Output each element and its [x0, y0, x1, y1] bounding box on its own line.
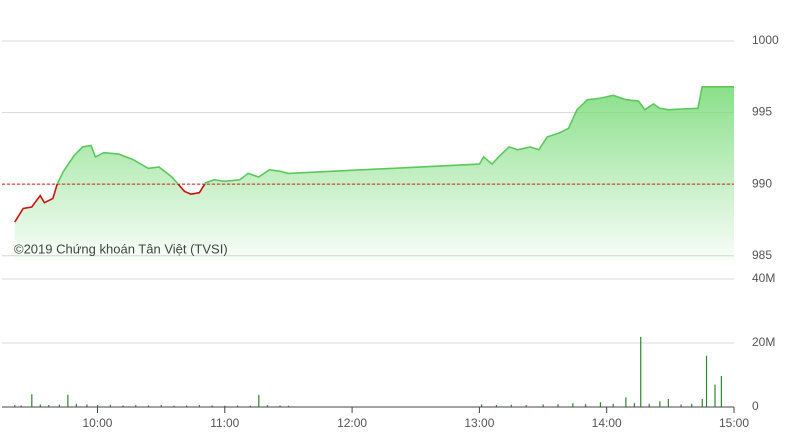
- volume-bar: [211, 405, 213, 407]
- volume-bar: [58, 404, 60, 407]
- copyright: ©2019 Chứng khoán Tân Việt (TVSI): [14, 241, 228, 256]
- volume-bar: [705, 355, 708, 407]
- volume-bar: [557, 404, 559, 407]
- volume-bar: [14, 405, 16, 407]
- volume-bar: [86, 404, 88, 407]
- volume-bar: [599, 402, 602, 407]
- volume-bar: [249, 405, 251, 407]
- volume-bar: [584, 404, 587, 407]
- x-tick-label: 12:00: [337, 416, 367, 430]
- x-tick-label: 14:00: [592, 416, 622, 430]
- x-tick-label: 10:00: [82, 416, 112, 430]
- volume-bar: [67, 394, 69, 407]
- volume-bar: [279, 405, 281, 407]
- volume-bar: [198, 405, 201, 407]
- volume-bar: [701, 399, 703, 407]
- volume-bar: [147, 405, 150, 407]
- volume-bar: [287, 405, 290, 407]
- x-tick-label: 15:00: [719, 416, 749, 430]
- y-tick-label: 40M: [752, 271, 775, 285]
- volume-bar: [659, 401, 661, 407]
- volume-bar: [109, 404, 111, 407]
- volume-bar: [510, 404, 512, 407]
- volume-bar: [39, 404, 41, 407]
- volume-bar: [691, 403, 693, 407]
- volume-bar: [266, 405, 268, 407]
- price-area: [14, 86, 735, 260]
- volume-bar: [237, 405, 239, 407]
- volume-bar: [96, 405, 99, 407]
- x-tick-label: 11:00: [210, 416, 239, 430]
- y-tick-label: 990: [752, 176, 772, 190]
- y-tick-label: 1000: [752, 33, 779, 47]
- volume-bar: [186, 405, 188, 407]
- volume-bar: [633, 403, 635, 407]
- volume-bar: [258, 394, 260, 407]
- volume-bar: [173, 405, 175, 407]
- y-tick-label: 995: [752, 105, 772, 119]
- volume-bar: [612, 403, 614, 407]
- volume-bar: [542, 404, 544, 407]
- volume-bar: [714, 384, 716, 407]
- volume-bar: [20, 405, 22, 407]
- volume-bar: [495, 405, 498, 407]
- volume-bar: [224, 405, 226, 407]
- volume-bar: [75, 403, 77, 407]
- volume-bar: [648, 403, 650, 407]
- volume-bar: [625, 397, 627, 407]
- volume-bar: [160, 405, 162, 407]
- volume-bar: [640, 336, 642, 407]
- volume-bar: [680, 404, 682, 407]
- volume-bar: [481, 404, 483, 407]
- volume-bar: [667, 399, 669, 407]
- volume-bar: [135, 405, 137, 407]
- volume-bar: [720, 375, 722, 407]
- y-tick-label: 20M: [752, 335, 775, 349]
- volume-bar: [525, 405, 527, 407]
- price-line-up: [56, 86, 734, 185]
- volume-bar: [48, 405, 50, 407]
- volume-bar: [31, 394, 33, 407]
- x-tick-label: 13:00: [464, 416, 494, 430]
- volume-bar: [572, 403, 574, 407]
- volume-bar: [122, 405, 124, 407]
- y-tick-label: 0: [752, 399, 759, 413]
- y-tick-label: 985: [752, 248, 772, 262]
